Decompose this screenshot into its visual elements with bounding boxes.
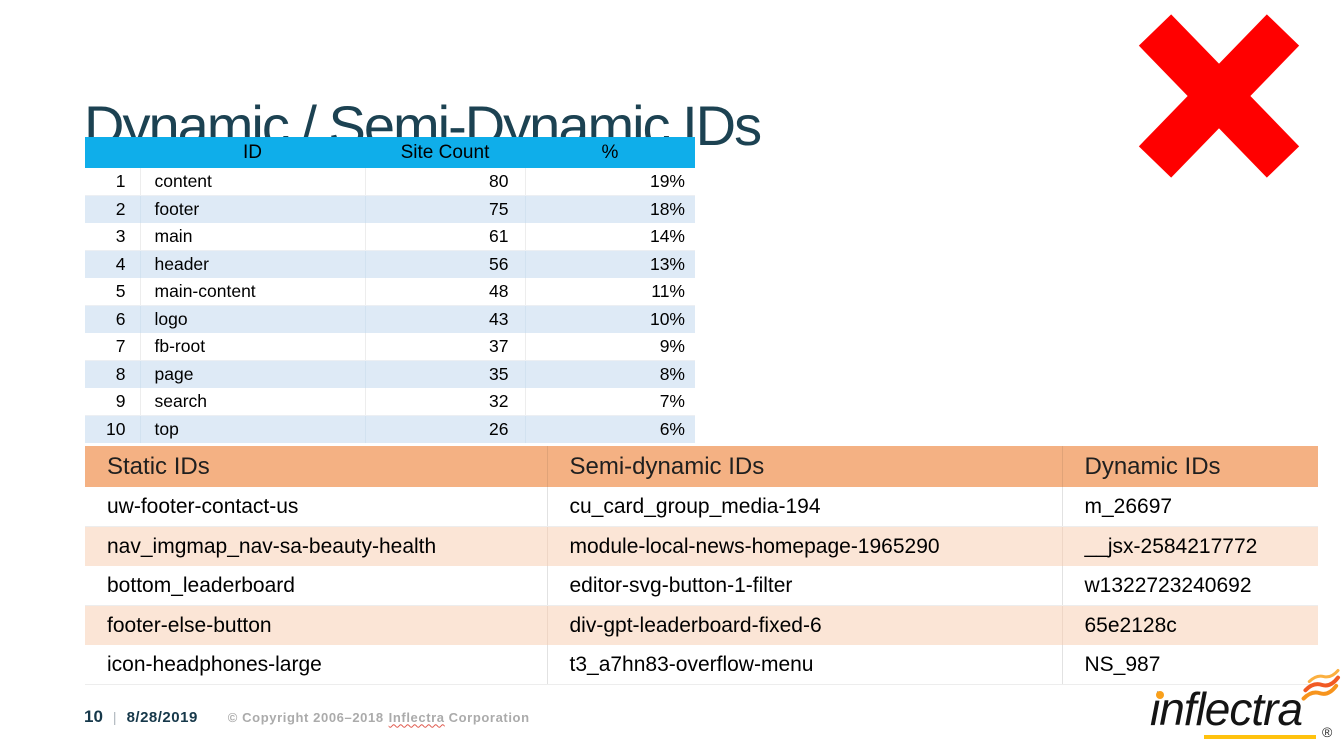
row-site-count: 43 [364, 305, 525, 333]
registered-trademark: ® [1322, 724, 1333, 740]
cell-dynamic-id: w1322723240692 [1061, 566, 1318, 606]
footer-separator: | [112, 709, 117, 725]
row-id: search [139, 388, 365, 416]
row-rank: 2 [85, 195, 140, 223]
id-table-header-id: ID [140, 137, 365, 168]
page-number: 10 [84, 707, 103, 726]
copyright-prefix: © Copyright 2006–2018 [227, 709, 384, 725]
inflectra-logo: inflectra ® [1146, 668, 1343, 746]
row-site-count: 61 [364, 223, 525, 251]
row-percent: 8% [524, 360, 695, 388]
copyright-text: © Copyright 2006–2018 Inflectra Corporatio… [228, 710, 530, 725]
row-rank: 6 [85, 305, 140, 333]
row-site-count: 32 [364, 388, 525, 416]
row-site-count: 48 [364, 278, 525, 306]
row-rank: 8 [85, 360, 140, 388]
inflectra-logo-text: inflectra [1150, 683, 1303, 735]
row-percent: 9% [524, 333, 695, 361]
row-percent: 10% [524, 305, 695, 333]
row-percent: 19% [524, 168, 695, 196]
copyright-suffix: Corporation [448, 709, 530, 725]
id-table-header-percent: % [525, 137, 695, 168]
row-site-count: 75 [364, 195, 525, 223]
cell-static-id: icon-headphones-large [85, 645, 547, 685]
cell-static-id: uw-footer-contact-us [85, 487, 547, 527]
row-percent: 6% [524, 415, 695, 443]
row-id: page [139, 360, 365, 388]
row-rank: 10 [85, 415, 140, 443]
row-rank: 9 [85, 388, 140, 416]
row-percent: 11% [524, 278, 695, 306]
row-percent: 18% [524, 195, 695, 223]
row-site-count: 37 [364, 333, 525, 361]
slide-footer: 10 | 8/28/2019 © Copyright 2006–2018 Infl… [84, 706, 530, 728]
row-id: content [139, 168, 365, 196]
row-percent: 13% [524, 250, 695, 278]
id-frequency-table: ID Site Count % 1 content 80 19% 2 foote… [85, 137, 695, 443]
table-row: 9 search 32 7% [85, 388, 695, 416]
table-row: 8 page 35 8% [85, 360, 695, 388]
table-row: 2 footer 75 18% [85, 195, 695, 223]
id-table-corner-cell [85, 137, 140, 168]
logo-underline [1204, 735, 1316, 739]
row-rank: 1 [85, 168, 140, 196]
id-table-header-site-count: Site Count [365, 137, 525, 168]
table-row: 3 main 61 14% [85, 223, 695, 251]
row-id: main [139, 223, 365, 251]
row-percent: 14% [524, 223, 695, 251]
cell-semi-dynamic-id: module-local-news-homepage-1965290 [546, 526, 1062, 566]
cell-static-id: bottom_leaderboard [85, 566, 547, 606]
row-id: main-content [139, 278, 365, 306]
row-site-count: 26 [364, 415, 525, 443]
table-row: 7 fb-root 37 9% [85, 333, 695, 361]
row-id: logo [139, 305, 365, 333]
table-row: 1 content 80 19% [85, 168, 695, 196]
cell-dynamic-id: NS_987 [1061, 645, 1318, 685]
row-site-count: 35 [364, 360, 525, 388]
cell-static-id: nav_imgmap_nav-sa-beauty-health [85, 526, 547, 566]
cell-static-id: footer-else-button [85, 605, 547, 645]
id-table-header-row: ID Site Count % [85, 137, 695, 168]
table-row: nav_imgmap_nav-sa-beauty-health module-l… [85, 526, 1318, 566]
row-id: fb-root [139, 333, 365, 361]
cell-semi-dynamic-id: cu_card_group_media-194 [546, 487, 1062, 527]
red-x-icon [1128, 8, 1310, 186]
row-rank: 3 [85, 223, 140, 251]
table-row: footer-else-button div-gpt-leaderboard-f… [85, 605, 1318, 645]
flame-icon [1296, 667, 1343, 705]
table-row: 4 header 56 13% [85, 250, 695, 278]
categories-header-row: Static IDs Semi-dynamic IDs Dynamic IDs [85, 446, 1318, 487]
footer-date: 8/28/2019 [126, 708, 198, 726]
table-row: uw-footer-contact-us cu_card_group_media… [85, 487, 1318, 527]
cell-semi-dynamic-id: div-gpt-leaderboard-fixed-6 [546, 605, 1062, 645]
row-rank: 4 [85, 250, 140, 278]
row-id: footer [139, 195, 365, 223]
logo-i-dot [1156, 691, 1164, 699]
cell-dynamic-id: __jsx-2584217772 [1061, 526, 1318, 566]
row-percent: 7% [524, 388, 695, 416]
row-site-count: 80 [364, 168, 525, 196]
cell-dynamic-id: 65e2128c [1061, 605, 1318, 645]
header-static-ids: Static IDs [85, 446, 547, 487]
cell-dynamic-id: m_26697 [1061, 487, 1318, 527]
header-semi-dynamic-ids: Semi-dynamic IDs [546, 446, 1062, 487]
table-row: 10 top 26 6% [85, 415, 695, 443]
row-site-count: 56 [364, 250, 525, 278]
header-dynamic-ids: Dynamic IDs [1061, 446, 1318, 487]
row-rank: 7 [85, 333, 140, 361]
row-id: top [139, 415, 365, 443]
table-row: icon-headphones-large t3_a7hn83-overflow… [85, 645, 1318, 685]
table-row: bottom_leaderboard editor-svg-button-1-f… [85, 566, 1318, 606]
table-row: 5 main-content 48 11% [85, 278, 695, 306]
row-rank: 5 [85, 278, 140, 306]
cell-semi-dynamic-id: t3_a7hn83-overflow-menu [546, 645, 1062, 685]
cell-semi-dynamic-id: editor-svg-button-1-filter [546, 566, 1062, 606]
table-row: 6 logo 43 10% [85, 305, 695, 333]
id-categories-table: Static IDs Semi-dynamic IDs Dynamic IDs … [85, 446, 1318, 685]
copyright-brand: Inflectra [388, 709, 445, 725]
row-id: header [139, 250, 365, 278]
